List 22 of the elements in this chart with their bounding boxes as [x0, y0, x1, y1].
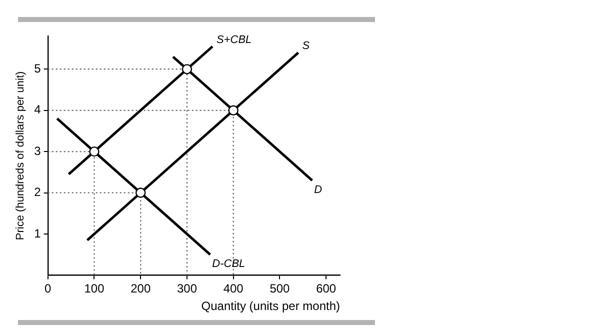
y-axis-title: Price (hundreds of dollars per unit)	[14, 71, 27, 240]
x-tick-label: 300	[176, 282, 198, 296]
x-axis-title: Quantity (units per month)	[201, 299, 340, 314]
x-tick-label: 400	[223, 282, 244, 296]
x-tick-label: 100	[84, 282, 105, 296]
x-tick-label: 600	[316, 282, 336, 296]
x-tick-label: 500	[270, 282, 290, 296]
y-tick-label: 5	[34, 61, 42, 76]
series-label: S+CBL	[216, 34, 252, 46]
series-label: D	[314, 184, 322, 196]
y-tick-label: 3	[34, 144, 42, 158]
y-tick-label: 2	[34, 185, 42, 200]
series-label: D-CBL	[212, 258, 246, 270]
y-tick-label: 1	[34, 226, 42, 240]
x-tick-label: 0	[44, 282, 52, 296]
x-tick-label: 200	[130, 282, 151, 296]
point	[136, 188, 146, 198]
series-label: S	[302, 40, 310, 52]
y-tick-label: 4	[34, 102, 42, 117]
point	[89, 146, 100, 157]
point	[182, 64, 192, 74]
point	[228, 105, 238, 116]
